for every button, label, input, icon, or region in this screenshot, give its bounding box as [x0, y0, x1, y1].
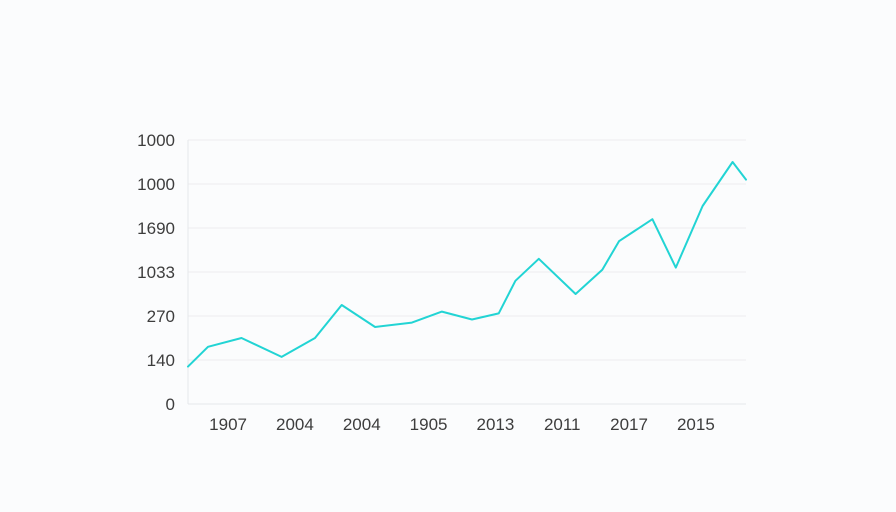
- x-axis-tick-labels: 1907 2004 2004 1905 2013 2011 2017 2015: [209, 415, 715, 434]
- y-axis-tick-labels: 0 140 270 1033 1690 1000 1000: [137, 131, 175, 414]
- y-tick-label: 1000: [137, 131, 175, 150]
- x-tick-label: 2004: [343, 415, 381, 434]
- y-tick-label: 0: [166, 395, 175, 414]
- series-lines: [187, 161, 747, 368]
- x-tick-label: 2013: [476, 415, 514, 434]
- x-tick-label: 2015: [677, 415, 715, 434]
- x-tick-label: 2004: [276, 415, 314, 434]
- y-tick-label: 1033: [137, 263, 175, 282]
- x-tick-label: 2011: [544, 415, 581, 434]
- y-tick-label: 1690: [137, 219, 175, 238]
- axes: [187, 140, 746, 405]
- y-tick-label: 1000: [137, 175, 175, 194]
- x-tick-label: 2017: [610, 415, 648, 434]
- y-tick-label: 270: [147, 307, 175, 326]
- series-line: [187, 161, 747, 368]
- x-tick-label: 1907: [209, 415, 247, 434]
- x-tick-label: 1905: [410, 415, 448, 434]
- y-tick-label: 140: [147, 351, 175, 370]
- gridlines: [188, 139, 746, 361]
